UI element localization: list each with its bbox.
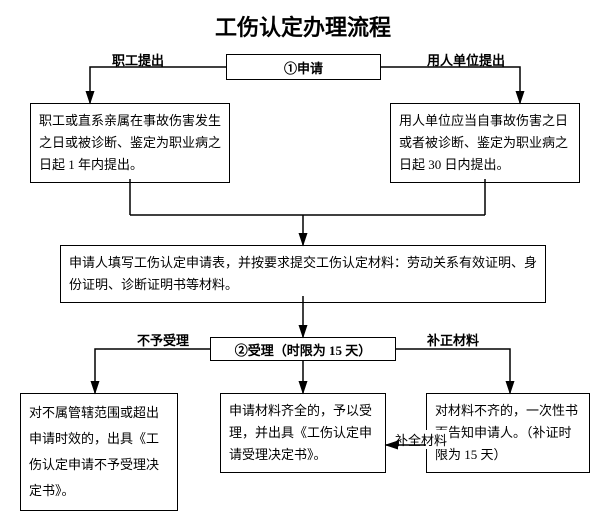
label-employer-submit: 用人单位提出 (425, 50, 507, 69)
box-reject: 对不属管辖范围或超出申请时效的，出具《工伤认定申请不予受理决定书》。 (20, 393, 178, 511)
box-incomplete: 对材料不齐的，一次性书面告知申请人。（补证时限为 15 天） (426, 393, 590, 473)
box-accept-outcome: 申请材料齐全的，予以受理，并出具《工伤认定申请受理决定书》。 (220, 393, 386, 473)
label-employee-submit: 职工提出 (110, 50, 166, 69)
label-not-accept: 不予受理 (135, 330, 191, 349)
page-title: 工伤认定办理流程 (0, 10, 606, 42)
box-fill-form: 申请人填写工伤认定申请表，并按要求提交工伤认定材料：劳动关系有效证明、身份证明、… (60, 245, 546, 303)
label-supplement2: 补全材料 (393, 430, 449, 449)
box-apply: ①申请 (226, 54, 381, 80)
label-supplement: 补正材料 (425, 330, 481, 349)
box-employee-rule: 职工或直系亲属在事故伤害发生之日或被诊断、鉴定为职业病之日起 1 年内提出。 (30, 103, 230, 183)
box-accept: ②受理（时限为 15 天） (210, 337, 396, 361)
box-employer-rule: 用人单位应当自事故伤害之日或者被诊断、鉴定为职业病之日起 30 日内提出。 (390, 103, 580, 183)
